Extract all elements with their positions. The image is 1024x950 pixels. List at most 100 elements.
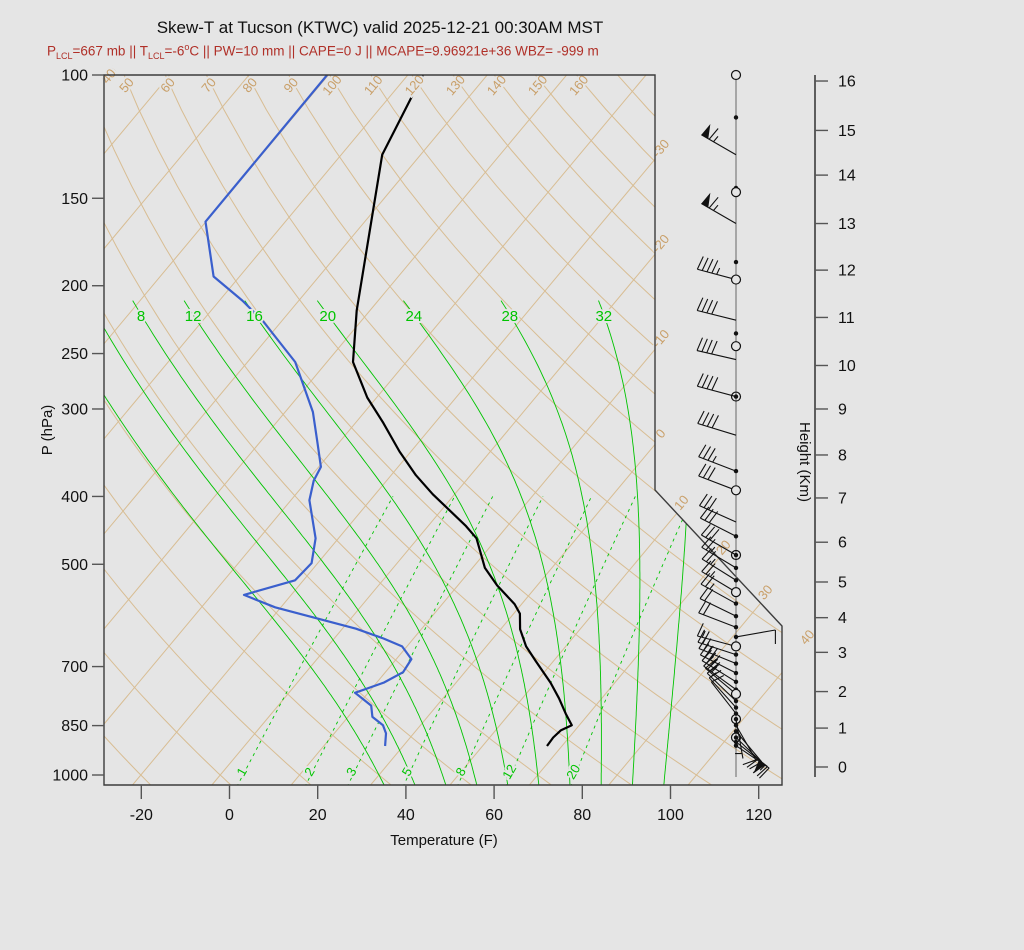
isotherm-line	[104, 75, 567, 785]
temperature-tick-label: 40	[397, 807, 415, 824]
wind-barb-full	[701, 298, 709, 312]
wind-level-dot	[733, 259, 739, 265]
wind-barb-full	[697, 629, 706, 643]
moist-adiabat-line	[104, 300, 387, 785]
wind-barb-full	[756, 766, 768, 777]
dry-adiabat-line	[104, 75, 314, 785]
wind-barb-half	[716, 267, 721, 275]
wind-barb-full	[701, 374, 709, 388]
height-tick-label: 11	[838, 310, 855, 327]
height-tick-label: 6	[838, 535, 847, 552]
wind-level-circle	[730, 587, 742, 598]
mixing-ratio-line	[402, 496, 544, 785]
wind-barb-half	[713, 204, 719, 211]
wind-barb-full	[698, 636, 707, 649]
wind-barb-full	[707, 658, 719, 670]
subtitle-segment: LCL	[147, 51, 165, 62]
wind-barb-full	[701, 257, 709, 271]
chart-title: Skew-T at Tucson (KTWC) valid 2025-12-21…	[156, 18, 604, 37]
wind-barb-stem	[710, 681, 737, 714]
wind-barb-stem	[696, 350, 737, 361]
isotherm-line	[529, 75, 782, 785]
wind-barb-full	[705, 538, 716, 551]
wind-barb-full	[702, 412, 710, 426]
wind-barb-half	[709, 583, 715, 590]
wind-barb-stem	[701, 558, 737, 581]
height-tick-label: 10	[838, 358, 856, 375]
wind-barb-full	[697, 410, 705, 424]
height-tick-label: 9	[838, 401, 847, 418]
isotherm-line	[211, 75, 782, 785]
wind-barb-full	[711, 377, 719, 391]
isotherm-line	[104, 75, 409, 785]
plot-frame	[103, 74, 783, 786]
pressure-tick-label: 150	[61, 191, 88, 208]
wind-barb-half	[709, 546, 716, 553]
wind-barb-stem	[735, 629, 776, 638]
isotherm-line	[290, 75, 782, 785]
pressure-tick-label: 1000	[52, 768, 88, 785]
dewpoint-curve	[204, 75, 413, 747]
wind-barb-full	[701, 649, 712, 661]
wind-barb-full	[696, 623, 704, 637]
wind-barb-stem	[701, 571, 737, 593]
wind-barb-stem	[701, 546, 737, 569]
wind-level-dot	[733, 723, 739, 728]
moist-adiabat-label: 32	[595, 308, 612, 325]
wind-level-dot	[733, 661, 739, 666]
pressure-tick-label: 100	[61, 68, 88, 85]
moist-adiabat-line	[403, 300, 571, 785]
wind-barb-full	[705, 526, 716, 538]
wind-barb-stem	[706, 672, 737, 702]
height-tick-label: 13	[838, 216, 856, 233]
wind-barb-full	[696, 373, 704, 387]
wind-level-circle	[730, 69, 742, 81]
height-tick-label: 7	[838, 490, 847, 507]
wind-barb-full	[708, 511, 719, 523]
dry-adiabat-line	[104, 75, 475, 785]
pressure-tick-label: 400	[61, 489, 88, 506]
mixing-ratio-label: 12	[499, 762, 519, 782]
moist-adiabat-line	[244, 300, 509, 785]
wind-barb-full	[700, 523, 711, 536]
pressure-tick-label: 250	[61, 346, 88, 363]
wind-barb-full	[701, 560, 712, 572]
moist-adiabat-label: 28	[501, 308, 518, 325]
wind-barb-stem	[701, 534, 737, 556]
wind-barb-full	[696, 256, 704, 270]
wind-barb-full	[702, 446, 712, 459]
dry-adiabat-label: 50	[116, 75, 137, 96]
isotherm-line	[104, 75, 171, 785]
wind-barb-flag	[701, 192, 711, 208]
wind-barb-stem	[735, 745, 770, 769]
dry-adiabat-label: 100	[319, 72, 344, 98]
wind-barb-stem	[699, 505, 737, 523]
height-tick-label: 0	[838, 759, 847, 776]
wind-barb-full	[707, 467, 716, 480]
subtitle-segment: o	[184, 42, 190, 52]
dry-adiabat-line	[280, 75, 782, 785]
wind-level-circle	[730, 187, 742, 198]
wind-barb-full	[703, 655, 715, 667]
wind-level-dot	[733, 534, 739, 539]
wind-barb-full	[696, 297, 704, 311]
wind-barb-full	[708, 497, 717, 511]
moist-adiabat-label: 16	[246, 308, 263, 325]
wind-level-dot	[733, 716, 739, 722]
wind-barb-full	[711, 415, 719, 429]
height-tick-label: 14	[838, 168, 856, 185]
wind-level-dot	[733, 679, 739, 685]
wind-barb-half	[759, 764, 766, 771]
wind-level-dot	[733, 601, 739, 606]
x-axis-title: Temperature (F)	[390, 832, 498, 849]
wind-level-dot	[733, 565, 739, 571]
dry-adiabat-line	[362, 75, 782, 785]
wind-barb-half	[701, 630, 706, 638]
moist-adiabat-label: 24	[405, 308, 422, 325]
mixing-ratio-line	[304, 496, 455, 785]
wind-barb-full	[699, 506, 710, 519]
height-tick-label: 5	[838, 574, 847, 591]
wind-barb-full	[698, 600, 707, 614]
pressure-axis-title: P (hPa)	[39, 405, 56, 456]
